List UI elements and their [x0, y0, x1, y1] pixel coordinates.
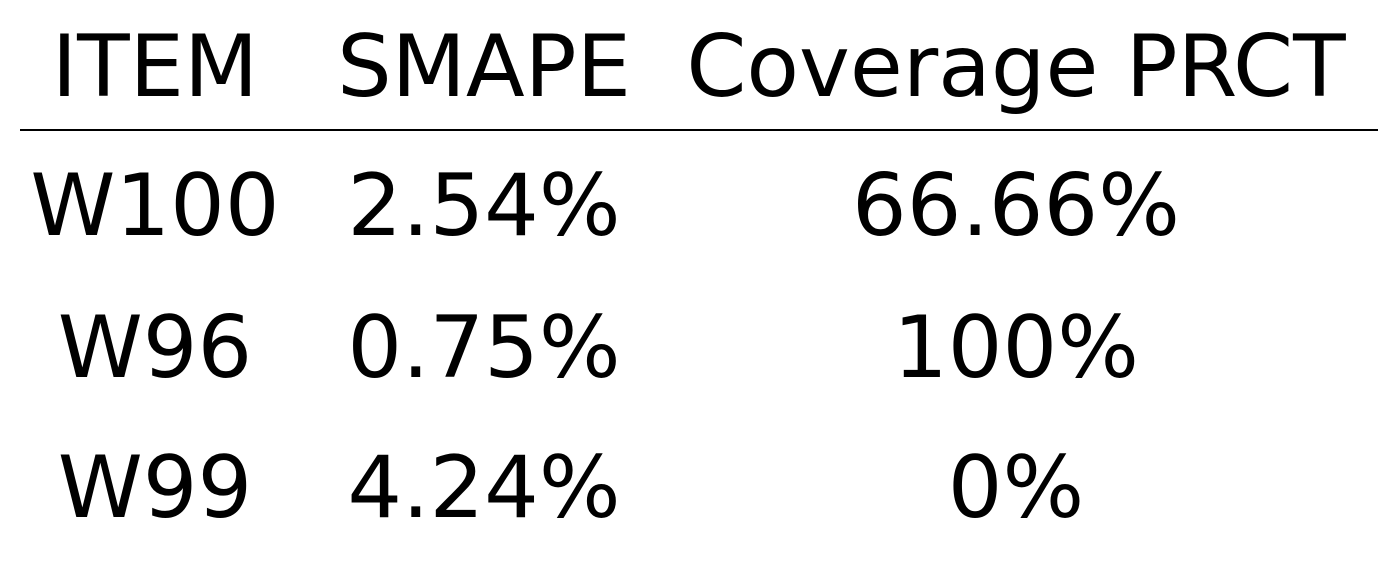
header-smape: SMAPE: [337, 17, 631, 117]
row-item-cell: W99: [57, 438, 253, 538]
row-smape-cell: 4.24%: [347, 438, 621, 538]
row-coverage-cell: 0%: [947, 438, 1085, 538]
row-item-cell: W100: [30, 156, 280, 256]
row-coverage-cell: 100%: [893, 298, 1139, 398]
row-coverage-cell: 66.66%: [852, 156, 1180, 256]
header-divider: [20, 129, 1378, 131]
row-smape-cell: 2.54%: [347, 156, 621, 256]
header-coverage: Coverage PRCT: [686, 17, 1346, 117]
row-item-cell: W96: [57, 298, 253, 398]
header-item: ITEM: [51, 17, 259, 117]
row-smape-cell: 0.75%: [347, 298, 621, 398]
